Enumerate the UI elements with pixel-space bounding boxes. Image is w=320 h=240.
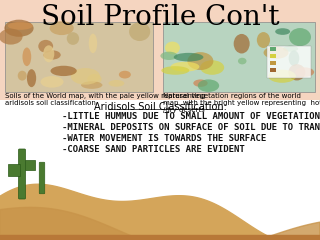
FancyBboxPatch shape [163, 22, 315, 92]
Ellipse shape [71, 68, 100, 85]
FancyBboxPatch shape [270, 47, 276, 51]
Ellipse shape [38, 40, 53, 53]
Ellipse shape [50, 21, 74, 35]
Ellipse shape [288, 64, 305, 80]
Polygon shape [8, 164, 20, 176]
Text: -MINERAL DEPOSITS ON SURFACE OF SOIL DUE TO TRANSLOCA: -MINERAL DEPOSITS ON SURFACE OF SOIL DUE… [62, 123, 320, 132]
Ellipse shape [119, 71, 131, 78]
Ellipse shape [8, 22, 33, 30]
Ellipse shape [188, 52, 213, 70]
Text: Natural vegetation regions of the world
map, with the bright yellow representing: Natural vegetation regions of the world … [163, 93, 320, 113]
Ellipse shape [41, 76, 64, 88]
Ellipse shape [0, 29, 22, 45]
Text: -LITTLE HUMMUS DUE TO SMALL AMOUNT OF VEGETATION: -LITTLE HUMMUS DUE TO SMALL AMOUNT OF VE… [62, 112, 320, 121]
FancyBboxPatch shape [39, 162, 45, 194]
Ellipse shape [171, 62, 199, 72]
Ellipse shape [108, 80, 124, 87]
Ellipse shape [238, 58, 246, 64]
Ellipse shape [4, 20, 34, 37]
Text: -COARSE SAND PARTICLES ARE EVIDENT: -COARSE SAND PARTICLES ARE EVIDENT [62, 145, 245, 154]
Ellipse shape [289, 28, 311, 46]
Ellipse shape [27, 69, 36, 87]
Ellipse shape [18, 71, 27, 81]
Text: Aridisols Soil Classification:: Aridisols Soil Classification: [93, 102, 227, 112]
Ellipse shape [160, 52, 178, 60]
Ellipse shape [200, 60, 224, 75]
FancyBboxPatch shape [19, 149, 26, 199]
Ellipse shape [193, 79, 208, 87]
Text: Soil Profile Con't: Soil Profile Con't [41, 4, 279, 31]
Ellipse shape [289, 50, 299, 66]
Ellipse shape [283, 46, 298, 52]
Ellipse shape [165, 42, 180, 54]
Ellipse shape [43, 50, 61, 60]
Text: -WATER MOVEMENT IS TOWARDS THE SURFACE: -WATER MOVEMENT IS TOWARDS THE SURFACE [62, 134, 266, 143]
Ellipse shape [268, 70, 296, 83]
Polygon shape [25, 160, 35, 170]
Ellipse shape [89, 34, 97, 53]
FancyBboxPatch shape [270, 54, 276, 58]
Ellipse shape [67, 32, 79, 45]
Ellipse shape [81, 81, 102, 89]
Ellipse shape [295, 67, 314, 77]
Ellipse shape [87, 74, 102, 84]
Ellipse shape [234, 34, 250, 54]
Ellipse shape [51, 66, 77, 76]
Ellipse shape [257, 32, 270, 48]
Text: Soils of the World map, with the pale yellow representing
aridisols soil classif: Soils of the World map, with the pale ye… [5, 93, 205, 106]
FancyBboxPatch shape [0, 0, 320, 100]
Ellipse shape [161, 66, 189, 75]
Ellipse shape [129, 22, 150, 41]
Ellipse shape [198, 79, 219, 92]
FancyBboxPatch shape [0, 100, 320, 240]
Ellipse shape [43, 45, 54, 62]
Ellipse shape [174, 53, 204, 61]
Ellipse shape [264, 46, 289, 59]
FancyBboxPatch shape [270, 61, 276, 65]
FancyBboxPatch shape [5, 22, 153, 92]
Ellipse shape [275, 28, 290, 35]
FancyBboxPatch shape [270, 68, 276, 72]
FancyBboxPatch shape [267, 46, 311, 78]
Ellipse shape [22, 48, 31, 66]
